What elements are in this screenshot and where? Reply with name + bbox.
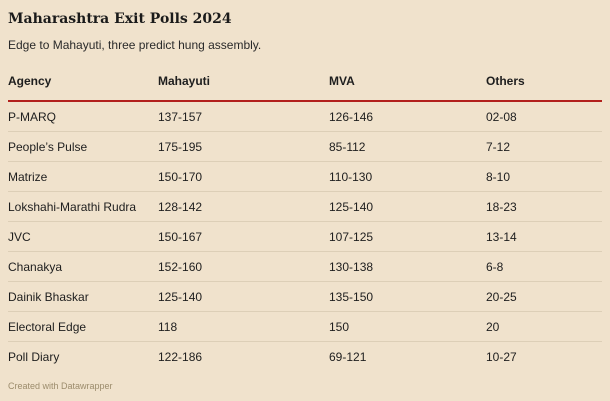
table-cell-agency: Matrize [8, 161, 158, 192]
table-row: JVC 150-167 107-125 13-14 [8, 221, 602, 252]
table-cell-mahayuti: 137-157 [158, 101, 329, 132]
table-cell-agency: Electoral Edge [8, 311, 158, 342]
exit-polls-table: Agency Mahayuti MVA Others P-MARQ 137-157 126… [8, 69, 602, 371]
table-cell-mva: 85-112 [329, 131, 486, 162]
table-cell-agency: People’s Pulse [8, 131, 158, 162]
table-cell-mva: 69-121 [329, 349, 367, 364]
table-cell-agency: Lokshahi-Marathi Rudra [8, 191, 158, 222]
table-cell-mahayuti: 150-170 [158, 161, 329, 192]
table-row: Dainik Bhaskar 125-140 135-150 20-25 [8, 281, 602, 312]
table-cell-mva: 107-125 [329, 221, 486, 252]
chart-subtitle: Edge to Mahayuti, three predict hung ass… [8, 38, 262, 52]
table-cell-others: 13-14 [486, 221, 602, 252]
table-cell-mahayuti: 175-195 [158, 131, 329, 162]
table-cell-mva: 126-146 [329, 101, 486, 132]
table-cell-mva: 125-140 [329, 191, 486, 222]
table-cell-others: 20-25 [486, 281, 602, 312]
table-header: Agency Mahayuti MVA Others [8, 69, 602, 102]
column-header-agency: Agency [8, 69, 158, 102]
table-cell-others: 20 [486, 311, 602, 342]
table-cell-agency: Dainik Bhaskar [8, 281, 158, 312]
table-row: Chanakya 152-160 130-138 6-8 [8, 251, 602, 282]
table-cell-agency: JVC [8, 221, 158, 252]
table-body: P-MARQ 137-157 126-146 02-08 People’s Pulse 1… [8, 101, 602, 371]
table-cell-mahayuti: 118 [158, 311, 329, 342]
chart-container: Maharashtra Exit Polls 2024 Edge to Maha… [8, 10, 602, 371]
table-cell-mahayuti: 125-140 [158, 281, 329, 312]
table-cell-mva: 150 [329, 311, 486, 342]
chart-title: Maharashtra Exit Polls 2024 [8, 11, 232, 27]
header-row: Agency Mahayuti MVA Others [8, 69, 602, 102]
table-row: Electoral Edge 118 150 20 [8, 311, 602, 342]
table-cell-others: 18-23 [486, 191, 602, 222]
table-row: Poll Diary 122-186 69-121 10-27 [8, 342, 602, 372]
table-row: Lokshahi-Marathi Rudra 128-142 125-140 18-2… [8, 191, 602, 222]
table-cell-others: 6-8 [486, 251, 602, 282]
table-row: P-MARQ 137-157 126-146 02-08 [8, 101, 602, 132]
column-header-others: Others [486, 69, 602, 102]
table-cell-others: 7-12 [486, 131, 602, 162]
table-row: People’s Pulse 175-195 85-112 7-12 [8, 131, 602, 162]
table-cell-agency: Chanakya [8, 251, 158, 282]
table-cell-mva: 110-130 [329, 161, 486, 192]
table-cell-mva: 130-138 [329, 251, 486, 282]
table-cell-mahayuti: 150-167 [158, 221, 329, 252]
table-cell-others: 02-08 [486, 101, 602, 132]
table-cell-mahayuti: 128-142 [158, 191, 329, 222]
table-cell-mva: 135-150 [329, 281, 486, 312]
table-cell-others: 8-10 [486, 161, 602, 192]
column-header-mva: MVA [329, 69, 486, 102]
table-cell-others: 10-27 [486, 349, 517, 364]
table-row: Matrize 150-170 110-130 8-10 [8, 161, 602, 192]
column-header-mahayuti: Mahayuti [158, 69, 329, 102]
table-cell-mahayuti: 122-186 [158, 349, 203, 364]
datawrapper-credit[interactable]: Created with Datawrapper [8, 381, 113, 391]
table-cell-agency: Poll Diary [8, 349, 60, 364]
table-cell-mahayuti: 152-160 [158, 251, 329, 282]
table-cell-agency: P-MARQ [8, 101, 158, 132]
